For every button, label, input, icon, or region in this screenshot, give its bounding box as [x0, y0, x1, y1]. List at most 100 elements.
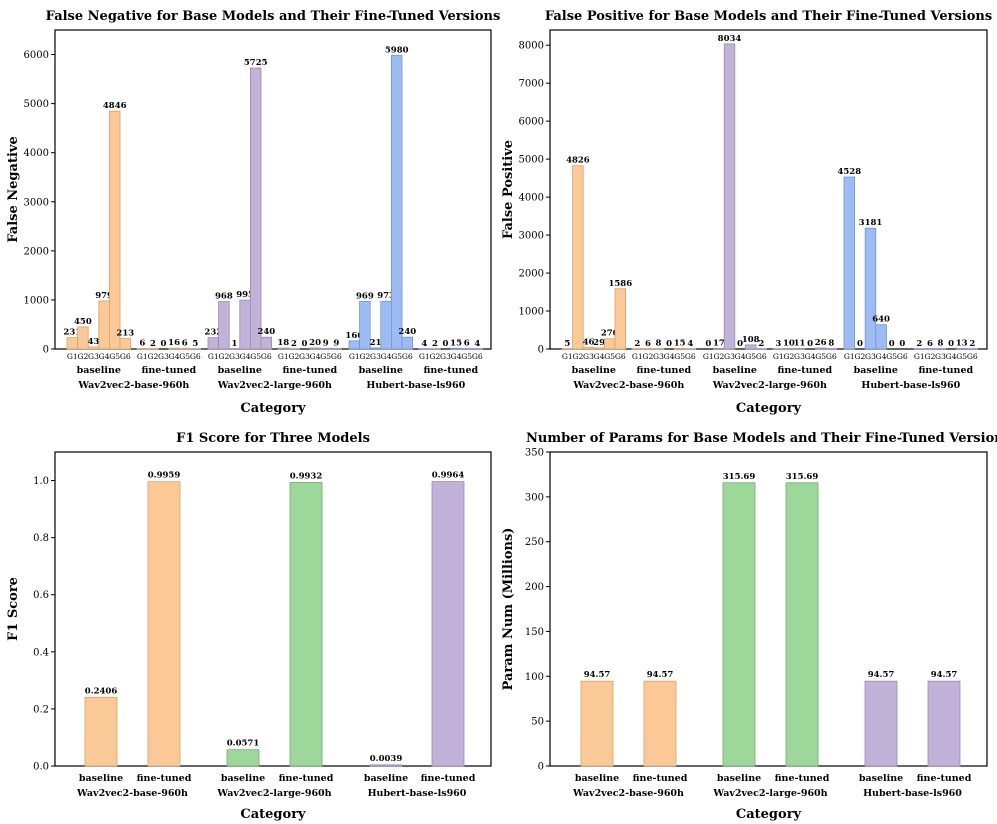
bar-0-0-0-0 — [66, 337, 79, 350]
bar-0-2-0-1 — [359, 301, 371, 350]
bar-label-1-1-1-4: 26 — [815, 338, 827, 348]
bar-label-1-1-0-3: 0 — [737, 339, 743, 349]
bar-label-2-2-1: 0.9964 — [432, 471, 465, 481]
bar-0-2-0-4 — [390, 55, 403, 350]
bar-label-3-1-0: 315.69 — [723, 472, 756, 482]
subcategory-label-3-2-1: fine-tuned — [917, 773, 972, 784]
group-label-1-1-0-4: G5 — [745, 352, 756, 361]
bar-label-1-2-1-1: 6 — [927, 339, 933, 349]
bar-label-1-0-1-4: 15 — [674, 338, 686, 348]
bar-label-1-1-1-1: 10 — [783, 339, 795, 349]
model-label-1-2: Hubert-base-ls960 — [861, 380, 960, 391]
bar-0-1-1-3 — [309, 347, 321, 350]
subcategory-label-2-0-0: baseline — [79, 773, 123, 784]
bar-label-1-1-0-1: 17 — [713, 338, 725, 348]
group-label-1-1-0-3: G4 — [735, 352, 746, 361]
group-label-1-0-0-3: G4 — [594, 352, 605, 361]
group-label-0-1-1-4: G5 — [320, 352, 331, 361]
bar-label-1-2-0-1: 0 — [857, 339, 863, 349]
bar-label-0-1-0-1: 968 — [215, 291, 233, 301]
subcategory-label-3-0-0: baseline — [575, 773, 619, 784]
y-axis-label-3: Param Num (Millions) — [501, 528, 516, 691]
bar-label-0-1-0-5: 240 — [257, 327, 275, 337]
group-label-1-2-1-5: G6 — [967, 352, 978, 361]
model-label-2-2: Hubert-base-ls960 — [368, 788, 467, 799]
group-label-0-1-1-1: G2 — [288, 352, 299, 361]
group-label-0-2-0-2: G3 — [370, 352, 381, 361]
bar-label-1-0-1-0: 2 — [634, 339, 640, 349]
bar-label-1-0-1-5: 4 — [687, 339, 693, 349]
bar-label-0-0-1-0: 6 — [139, 339, 145, 349]
subcategory-label-0-0-0: baseline — [77, 365, 121, 376]
group-label-0-0-0-2: G3 — [88, 352, 99, 361]
bar-label-3-1-1: 315.69 — [786, 472, 819, 482]
group-label-0-2-1-2: G3 — [440, 352, 451, 361]
subcategory-label-1-0-0: baseline — [572, 365, 616, 376]
bar-label-0-2-0-1: 969 — [356, 291, 374, 301]
subcategory-label-0-2-1: fine-tuned — [423, 365, 478, 376]
bar-1-2-0-2 — [864, 227, 877, 350]
group-label-0-0-0-0: G1 — [67, 352, 78, 361]
y-tick-label-0-0: 0 — [43, 345, 49, 356]
bar-0-2-0-2 — [369, 347, 382, 350]
bar-3-0-1 — [643, 680, 677, 767]
bar-label-0-2-1-4: 6 — [464, 339, 470, 349]
subcategory-label-3-1-0: baseline — [717, 773, 761, 784]
group-label-0-0-0-3: G4 — [99, 352, 110, 361]
bar-label-0-2-1-2: 0 — [443, 339, 449, 349]
y-tick-label-2-3: 0.6 — [33, 590, 49, 601]
plot-frame-1 — [549, 29, 988, 350]
group-label-1-2-0-0: G1 — [844, 352, 855, 361]
y-tick-label-1-3: 3000 — [519, 231, 544, 242]
model-label-0-2: Hubert-base-ls960 — [366, 380, 465, 391]
bar-0-0-0-2 — [87, 346, 100, 350]
group-label-0-0-0-4: G5 — [109, 352, 120, 361]
y-tick-label-0-3: 3000 — [24, 197, 49, 208]
group-label-0-0-0-5: G6 — [120, 352, 131, 361]
y-tick-label-3-3: 150 — [525, 627, 544, 638]
bar-label-0-2-1-3: 15 — [450, 338, 462, 348]
bar-label-0-1-1-5: 9 — [333, 339, 339, 349]
y-tick-label-2-0: 0.0 — [33, 762, 49, 773]
subcategory-label-1-2-0: baseline — [854, 365, 898, 376]
group-label-1-0-1-1: G2 — [642, 352, 653, 361]
group-label-1-0-1-0: G1 — [632, 352, 643, 361]
group-label-0-0-1-4: G5 — [179, 352, 190, 361]
bar-label-0-0-1-3: 16 — [168, 338, 180, 348]
group-label-1-2-1-0: G1 — [914, 352, 925, 361]
subcategory-label-0-1-0: baseline — [218, 365, 262, 376]
y-tick-label-3-4: 200 — [525, 582, 544, 593]
bar-label-0-0-1-4: 6 — [182, 339, 188, 349]
bar-3-2-1 — [927, 680, 961, 767]
y-tick-label-3-2: 100 — [525, 672, 544, 683]
group-label-1-1-1-1: G2 — [783, 352, 794, 361]
bar-label-0-0-0-3: 979 — [95, 291, 113, 301]
bar-label-0-0-0-1: 450 — [74, 317, 92, 327]
y-axis-label-1: False Positive — [501, 140, 516, 239]
bar-1-1-0-4 — [745, 344, 757, 350]
bar-label-0-0-1-5: 5 — [192, 339, 198, 349]
y-tick-label-3-7: 350 — [525, 448, 544, 459]
chart-title-1: False Positive for Base Models and Their… — [545, 9, 992, 24]
group-label-0-1-0-3: G4 — [240, 352, 251, 361]
group-label-0-2-1-0: G1 — [419, 352, 430, 361]
bar-0-0-0-4 — [109, 110, 121, 350]
model-label-1-0: Wav2vec2-base-960h — [572, 380, 684, 391]
group-label-0-2-1-1: G2 — [429, 352, 440, 361]
bar-2-2-0 — [369, 764, 403, 767]
y-tick-label-1-1: 1000 — [519, 307, 544, 318]
bar-label-1-1-1-0: 3 — [775, 339, 781, 349]
group-label-0-2-0-4: G5 — [391, 352, 402, 361]
bar-label-2-0-1: 0.9959 — [148, 471, 181, 481]
bar-label-1-2-0-2: 3181 — [859, 218, 883, 228]
group-label-1-2-0-5: G6 — [897, 352, 908, 361]
y-tick-label-0-6: 6000 — [24, 50, 49, 61]
bar-label-1-2-1-4: 13 — [956, 339, 968, 349]
group-label-1-2-0-3: G4 — [876, 352, 887, 361]
group-label-0-2-0-0: G1 — [349, 352, 360, 361]
bar-label-0-0-0-2: 43 — [88, 337, 100, 347]
bar-label-3-0-1: 94.57 — [647, 670, 674, 680]
bar-1-0-1-4 — [674, 348, 686, 350]
bar-3-1-0 — [722, 482, 756, 767]
subcategory-label-0-0-1: fine-tuned — [141, 365, 196, 376]
